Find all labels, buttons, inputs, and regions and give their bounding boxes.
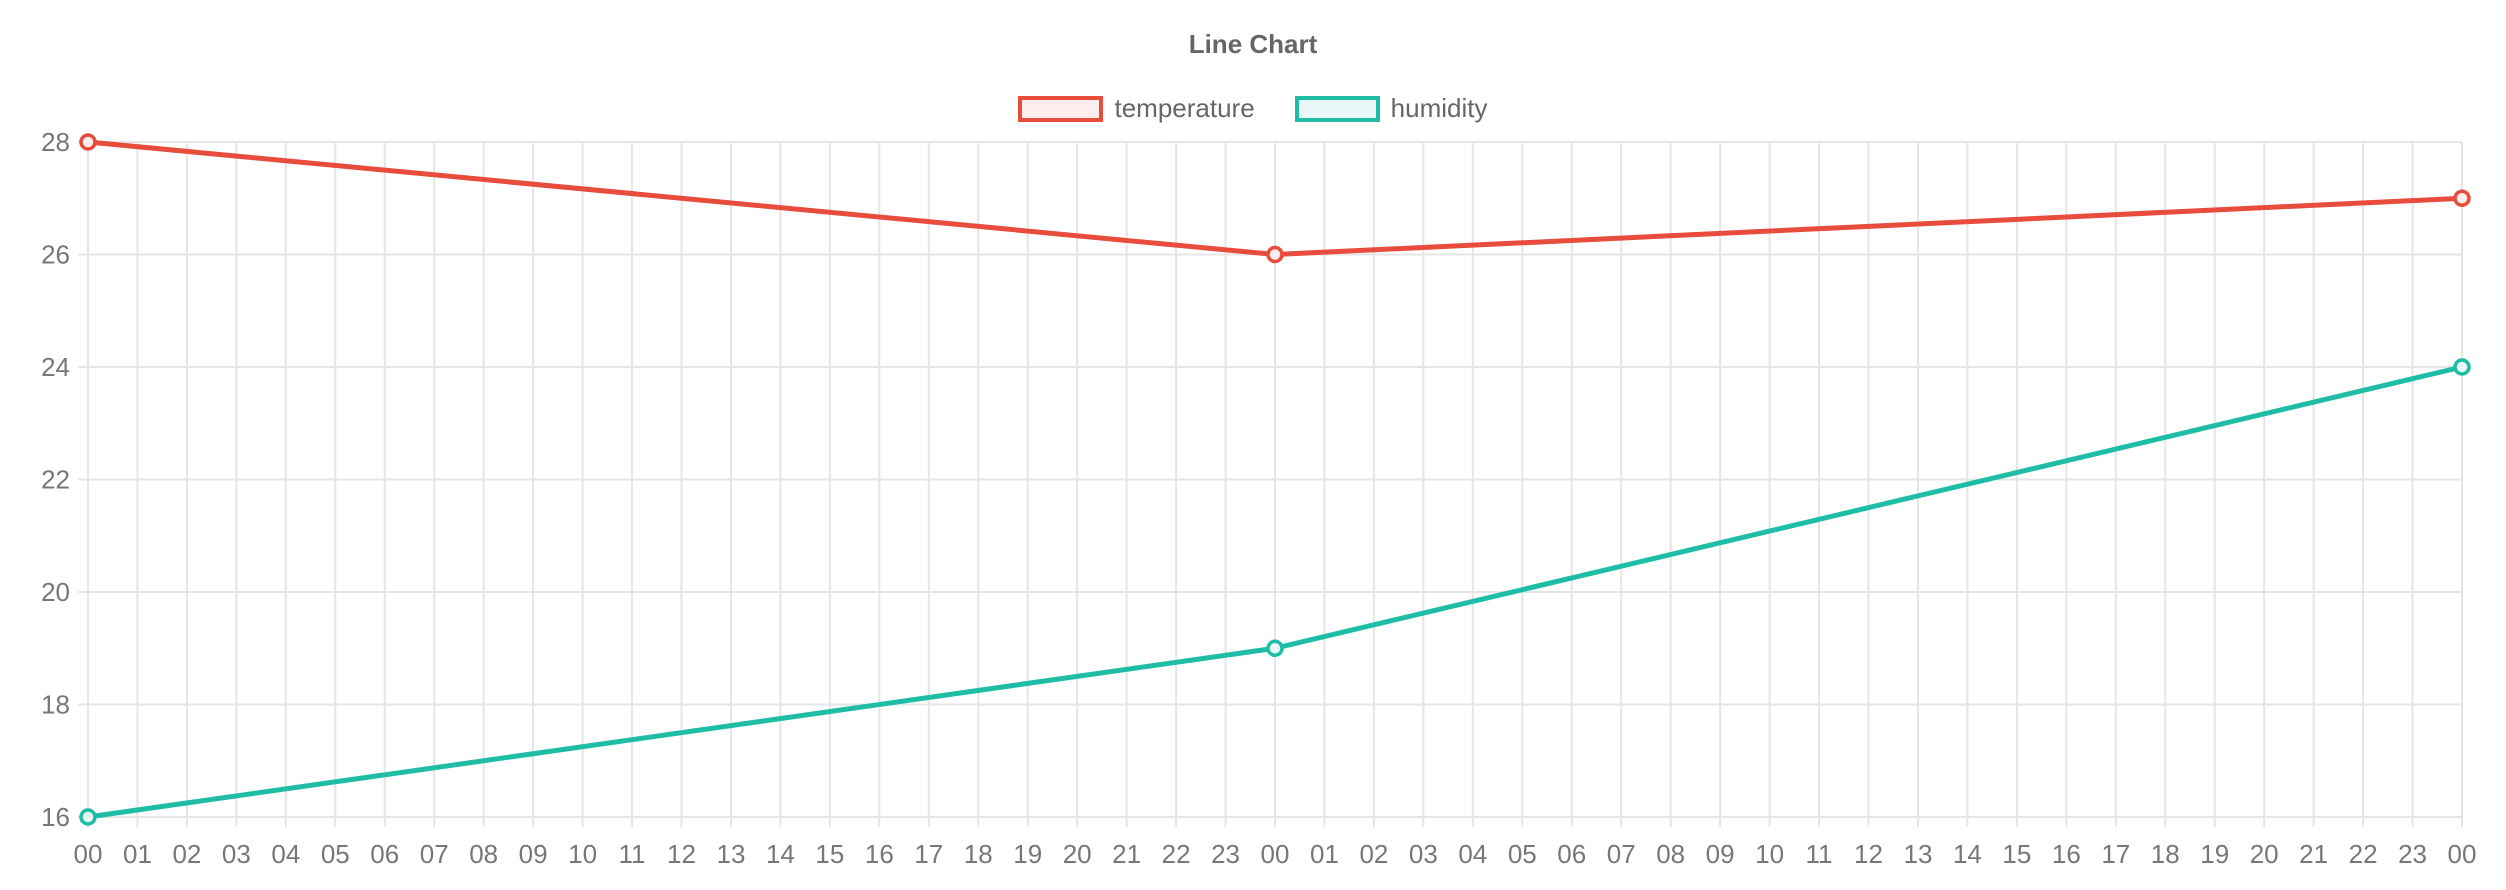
x-tick-label: 01: [1310, 839, 1339, 869]
humidity-point[interactable]: [1266, 639, 1284, 657]
y-tick-label: 24: [41, 352, 70, 382]
y-tick-label: 20: [41, 577, 70, 607]
x-tick-label: 08: [469, 839, 498, 869]
x-tick-label: 06: [370, 839, 399, 869]
legend-label: humidity: [1390, 93, 1488, 123]
chart-title: Line Chart: [1188, 29, 1318, 59]
x-tick-label: 12: [1854, 839, 1883, 869]
x-tick-label: 21: [1112, 839, 1141, 869]
temperature-point[interactable]: [2453, 189, 2471, 207]
x-tick-label: 17: [914, 839, 943, 869]
x-tick-label: 07: [1607, 839, 1636, 869]
x-tick-label: 23: [2398, 839, 2427, 869]
y-tick-label: 26: [41, 240, 70, 270]
x-tick-label: 18: [964, 839, 993, 869]
legend-item-humidity[interactable]: humidity: [1294, 93, 1488, 124]
x-tick-label: 15: [815, 839, 844, 869]
x-tick-label: 09: [519, 839, 548, 869]
x-tick-label: 19: [1013, 839, 1042, 869]
x-tick-label: 17: [2101, 839, 2130, 869]
x-tick-label: 20: [1063, 839, 1092, 869]
x-tick-label: 18: [2151, 839, 2180, 869]
x-tick-label: 04: [1458, 839, 1487, 869]
x-tick-label: 16: [865, 839, 894, 869]
x-tick-label: 01: [123, 839, 152, 869]
x-tick-label: 05: [1508, 839, 1537, 869]
chart-legend: temperature humidity: [0, 93, 2506, 124]
x-tick-label: 07: [420, 839, 449, 869]
x-tick-label: 10: [568, 839, 597, 869]
legend-label: temperature: [1114, 93, 1255, 123]
x-tick-label: 22: [2349, 839, 2378, 869]
x-tick-label: 22: [1162, 839, 1191, 869]
y-tick-label: 18: [41, 690, 70, 720]
x-tick-label: 03: [222, 839, 251, 869]
x-tick-label: 15: [2002, 839, 2031, 869]
temperature-point[interactable]: [79, 133, 97, 151]
legend-item-temperature[interactable]: temperature: [1018, 93, 1255, 124]
x-tick-label: 00: [2448, 839, 2477, 869]
x-tick-label: 13: [1903, 839, 1932, 869]
x-tick-label: 11: [1806, 839, 1833, 869]
legend-swatch-temperature: [1018, 95, 1104, 122]
humidity-point[interactable]: [2453, 358, 2471, 376]
x-tick-label: 16: [2052, 839, 2081, 869]
x-tick-label: 19: [2200, 839, 2229, 869]
x-tick-label: 02: [172, 839, 201, 869]
humidity-point[interactable]: [79, 808, 97, 826]
x-tick-label: 14: [766, 839, 795, 869]
x-tick-label: 12: [667, 839, 696, 869]
x-tick-label: 08: [1656, 839, 1685, 869]
x-tick-label: 00: [1261, 839, 1290, 869]
x-tick-label: 05: [321, 839, 350, 869]
x-tick-label: 13: [716, 839, 745, 869]
x-tick-label: 23: [1211, 839, 1240, 869]
x-tick-label: 00: [74, 839, 103, 869]
y-tick-label: 16: [41, 802, 70, 832]
x-tick-label: 04: [271, 839, 300, 869]
y-tick-label: 28: [41, 127, 70, 157]
x-tick-label: 14: [1953, 839, 1982, 869]
y-tick-label: 22: [41, 465, 70, 495]
x-tick-label: 11: [619, 839, 646, 869]
x-tick-label: 03: [1409, 839, 1438, 869]
temperature-point[interactable]: [1266, 245, 1284, 264]
x-tick-label: 21: [2299, 839, 2328, 869]
x-tick-label: 20: [2250, 839, 2279, 869]
x-tick-label: 09: [1706, 839, 1735, 869]
x-tick-label: 02: [1359, 839, 1388, 869]
x-tick-label: 10: [1755, 839, 1784, 869]
legend-swatch-humidity: [1294, 95, 1380, 122]
x-tick-label: 06: [1557, 839, 1586, 869]
